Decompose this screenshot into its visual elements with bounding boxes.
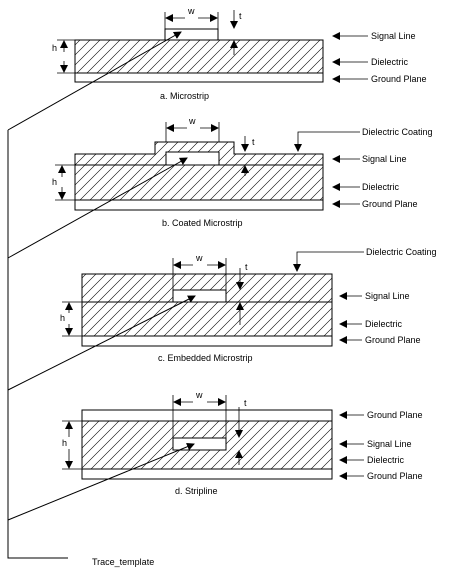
template-label: Trace_template	[92, 557, 154, 567]
ground-plane-label: Ground Plane	[362, 199, 418, 209]
height-label: h	[52, 177, 57, 187]
dielectric-layer	[74, 39, 324, 74]
panel-microstrip: w t h Signal Line Dielectric Ground Plan…	[52, 6, 427, 101]
thickness-label: t	[252, 137, 255, 147]
dielectric-layer	[74, 164, 324, 201]
signal-trace	[165, 151, 220, 166]
leader-stripline	[7, 442, 195, 521]
ground-plane-label: Ground Plane	[365, 335, 421, 345]
coating-leader	[293, 251, 364, 272]
panel-stripline: w t h Ground Plane Signal Line Dielectri…	[62, 390, 423, 496]
dielectric-label: Dielectric	[367, 455, 405, 465]
leader-embedded-microstrip	[7, 295, 196, 391]
dielectric-coating-label: Dielectric Coating	[366, 247, 437, 257]
ground-plane-layer	[81, 335, 333, 347]
dielectric-label: Dielectric	[362, 182, 400, 192]
template-bracket: Trace_template	[7, 31, 196, 567]
width-label: w	[195, 390, 203, 400]
signal-line-label: Signal Line	[371, 31, 416, 41]
width-label: w	[187, 6, 195, 16]
signal-trace	[164, 28, 219, 41]
signal-line-label: Signal Line	[365, 291, 410, 301]
ground-plane-layer	[74, 72, 324, 83]
dielectric-label: Dielectric	[365, 319, 403, 329]
thickness-label: t	[244, 398, 247, 408]
bracket-line	[7, 130, 68, 559]
signal-trace	[172, 289, 227, 303]
signal-line-label: Signal Line	[367, 439, 412, 449]
height-label: h	[62, 438, 67, 448]
panel-coated-microstrip: w t h Dielectric Coating Signal Line Die…	[52, 116, 433, 228]
thickness-label: t	[239, 11, 242, 21]
caption-embedded-microstrip: c. Embedded Microstrip	[158, 353, 253, 363]
caption-coated-microstrip: b. Coated Microstrip	[162, 218, 243, 228]
dielectric-coating-label: Dielectric Coating	[362, 127, 433, 137]
width-label: w	[195, 253, 203, 263]
bottom-ground-plane-label: Ground Plane	[367, 471, 423, 481]
signal-line-label: Signal Line	[362, 154, 407, 164]
coating-leader	[294, 131, 360, 152]
leader-coated-microstrip	[7, 157, 188, 259]
caption-microstrip: a. Microstrip	[160, 91, 209, 101]
top-ground-plane-label: Ground Plane	[367, 410, 423, 420]
thickness-label: t	[245, 262, 248, 272]
ground-plane-label: Ground Plane	[371, 74, 427, 84]
width-label: w	[188, 116, 196, 126]
top-ground-plane-layer	[81, 409, 333, 422]
leader-microstrip	[7, 31, 182, 131]
dielectric-label: Dielectric	[371, 57, 409, 67]
caption-stripline: d. Stripline	[175, 486, 218, 496]
ground-plane-layer	[74, 199, 324, 211]
bottom-ground-plane-layer	[81, 468, 333, 480]
dielectric-layer	[81, 301, 333, 337]
height-label: h	[52, 43, 57, 53]
panel-embedded-microstrip: w t h Dielectric Coating Signal Line Die…	[60, 247, 437, 363]
signal-trace	[172, 437, 227, 451]
height-label: h	[60, 313, 65, 323]
